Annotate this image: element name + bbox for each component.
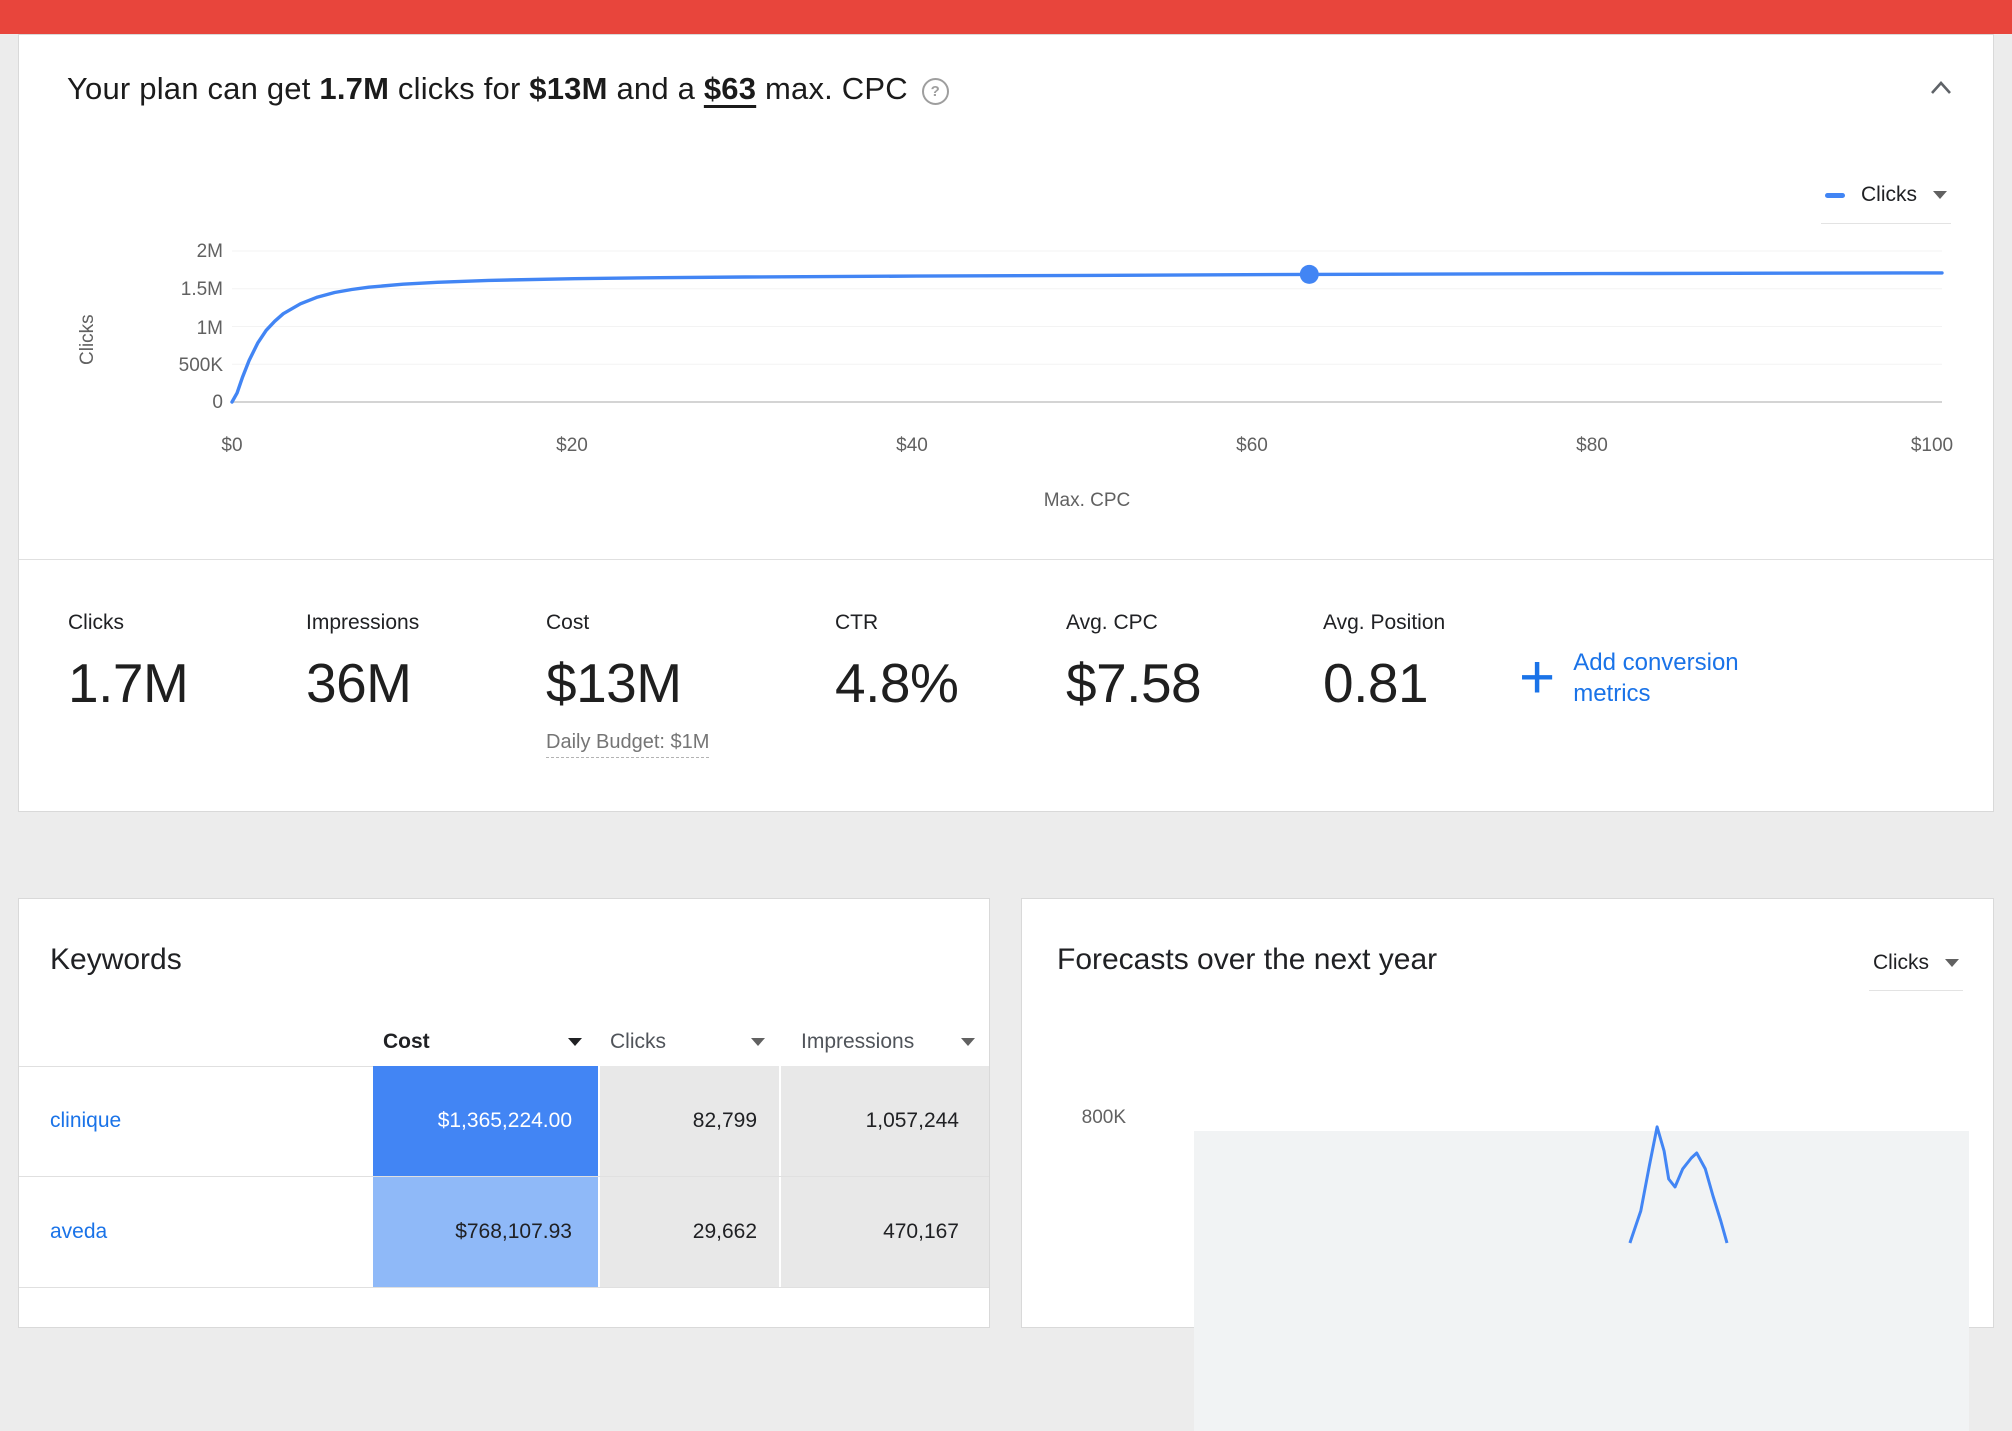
table-row: aveda $768,107.93 29,662 470,167 [19, 1177, 989, 1288]
y-axis-tick: 500K [178, 355, 223, 376]
column-label: Cost [383, 1029, 430, 1053]
keyword-link[interactable]: clinique [50, 1109, 122, 1132]
keywords-table-header: Cost Clicks Impressions [19, 1017, 989, 1067]
metric-avg-position: Avg. Position 0.81 [1323, 611, 1445, 715]
chevron-down-icon [751, 1037, 765, 1046]
add-conversion-metrics-button[interactable]: + Add conversion metrics [1519, 647, 1773, 709]
add-conversion-metrics-label: Add conversion metrics [1573, 649, 1739, 707]
page-title: Your plan can get 1.7M clicks for $13M a… [67, 71, 949, 107]
keyword-link[interactable]: aveda [50, 1220, 108, 1243]
plus-icon: + [1519, 643, 1556, 712]
y-axis-tick: 0 [212, 392, 223, 413]
y-axis-tick: 1M [196, 318, 223, 339]
metric-value: 1.7M [68, 652, 189, 714]
y-axis-tick: 2M [196, 241, 223, 262]
keywords-table-body: clinique $1,365,224.00 82,799 1,057,244 … [19, 1066, 989, 1288]
column-header-clicks[interactable]: Clicks [598, 1017, 779, 1066]
clicks-legend-dropdown[interactable]: Clicks [1821, 183, 1951, 224]
title-clicks-value: 1.7M [319, 71, 390, 106]
chevron-down-icon [1933, 191, 1947, 199]
table-row: clinique $1,365,224.00 82,799 1,057,244 [19, 1066, 989, 1177]
title-cost-value: $13M [529, 71, 608, 106]
collapse-chevron-icon[interactable] [1927, 77, 1955, 104]
chevron-down-icon [961, 1037, 975, 1046]
app-top-bar [0, 0, 2012, 34]
metric-label: Avg. CPC [1066, 611, 1158, 634]
cost-cell: $1,365,224.00 [373, 1066, 598, 1176]
metric-impressions: Impressions 36M [306, 611, 419, 715]
title-max-cpc-value: $63 [703, 71, 757, 106]
cost-cell: $768,107.93 [373, 1177, 598, 1287]
x-axis-tick: $60 [1236, 435, 1268, 456]
x-axis-tick: $40 [896, 435, 928, 456]
x-axis-title: Max. CPC [1043, 490, 1131, 511]
cpc-curve [230, 271, 1944, 404]
x-axis-tick: $80 [1576, 435, 1608, 456]
keyword-cell: clinique [19, 1066, 373, 1176]
metric-label: Cost [546, 611, 590, 634]
metric-value: $13M [546, 652, 682, 714]
metric-cost: Cost $13M Daily Budget: $1M [546, 611, 710, 758]
metric-value: 4.8% [835, 652, 959, 714]
metric-value: $7.58 [1066, 652, 1202, 714]
forecast-chart [1628, 1125, 1729, 1244]
clicks-cell: 82,799 [598, 1066, 779, 1176]
metric-avg-cpc: Avg. CPC $7.58 [1066, 611, 1202, 715]
y-axis-tick: 1.5M [180, 279, 223, 300]
keyword-column-spacer [19, 1017, 373, 1066]
metric-label: CTR [835, 611, 879, 634]
chevron-down-icon [1945, 959, 1959, 967]
help-icon[interactable]: ? [921, 78, 949, 105]
sort-arrow-icon [568, 1037, 582, 1046]
section-divider [19, 559, 1993, 560]
forecast-metric-dropdown[interactable]: Clicks [1869, 951, 1963, 991]
metric-ctr: CTR 4.8% [835, 611, 959, 715]
forecast-title: Forecasts over the next year [1057, 943, 1438, 976]
x-axis-tick: $20 [556, 435, 588, 456]
forecast-curve [1628, 1125, 1729, 1244]
y-axis-title: Clicks [77, 314, 98, 365]
plan-summary-card: Your plan can get 1.7M clicks for $13M a… [18, 34, 1994, 812]
keyword-cell: aveda [19, 1177, 373, 1287]
metric-value: 0.81 [1323, 652, 1429, 714]
clicks-cell: 29,662 [598, 1177, 779, 1287]
forecast-metric-label: Clicks [1873, 951, 1929, 974]
max-cpc-handle[interactable] [1299, 264, 1319, 284]
impressions-cell: 1,057,244 [779, 1066, 989, 1176]
metric-value: 36M [306, 652, 412, 714]
column-label: Impressions [801, 1029, 915, 1053]
forecast-card: Forecasts over the next year Clicks 800K [1021, 898, 1994, 1431]
keywords-card: Keywords Cost Clicks Impressions cliniqu… [18, 898, 990, 1328]
keywords-title: Keywords [50, 943, 182, 976]
metric-label: Avg. Position [1323, 611, 1446, 634]
column-header-impressions[interactable]: Impressions [779, 1017, 989, 1066]
metric-clicks: Clicks 1.7M [68, 611, 189, 715]
impressions-cell: 470,167 [779, 1177, 989, 1287]
legend-label: Clicks [1861, 183, 1917, 206]
metric-label: Clicks [68, 611, 124, 634]
cpc-chart[interactable] [230, 247, 1944, 407]
daily-budget-link[interactable]: Daily Budget: $1M [546, 731, 710, 758]
x-axis-tick: $100 [1910, 435, 1954, 456]
title-text: Your plan can get [67, 71, 320, 106]
bottom-cards-row: Keywords Cost Clicks Impressions cliniqu… [18, 898, 1994, 1431]
series-dash-icon [1825, 192, 1845, 198]
forecast-y-tick: 800K [1081, 1107, 1126, 1128]
column-header-cost[interactable]: Cost [373, 1017, 598, 1066]
x-axis-tick: $0 [221, 435, 243, 456]
metric-label: Impressions [306, 611, 420, 634]
column-label: Clicks [610, 1029, 666, 1053]
